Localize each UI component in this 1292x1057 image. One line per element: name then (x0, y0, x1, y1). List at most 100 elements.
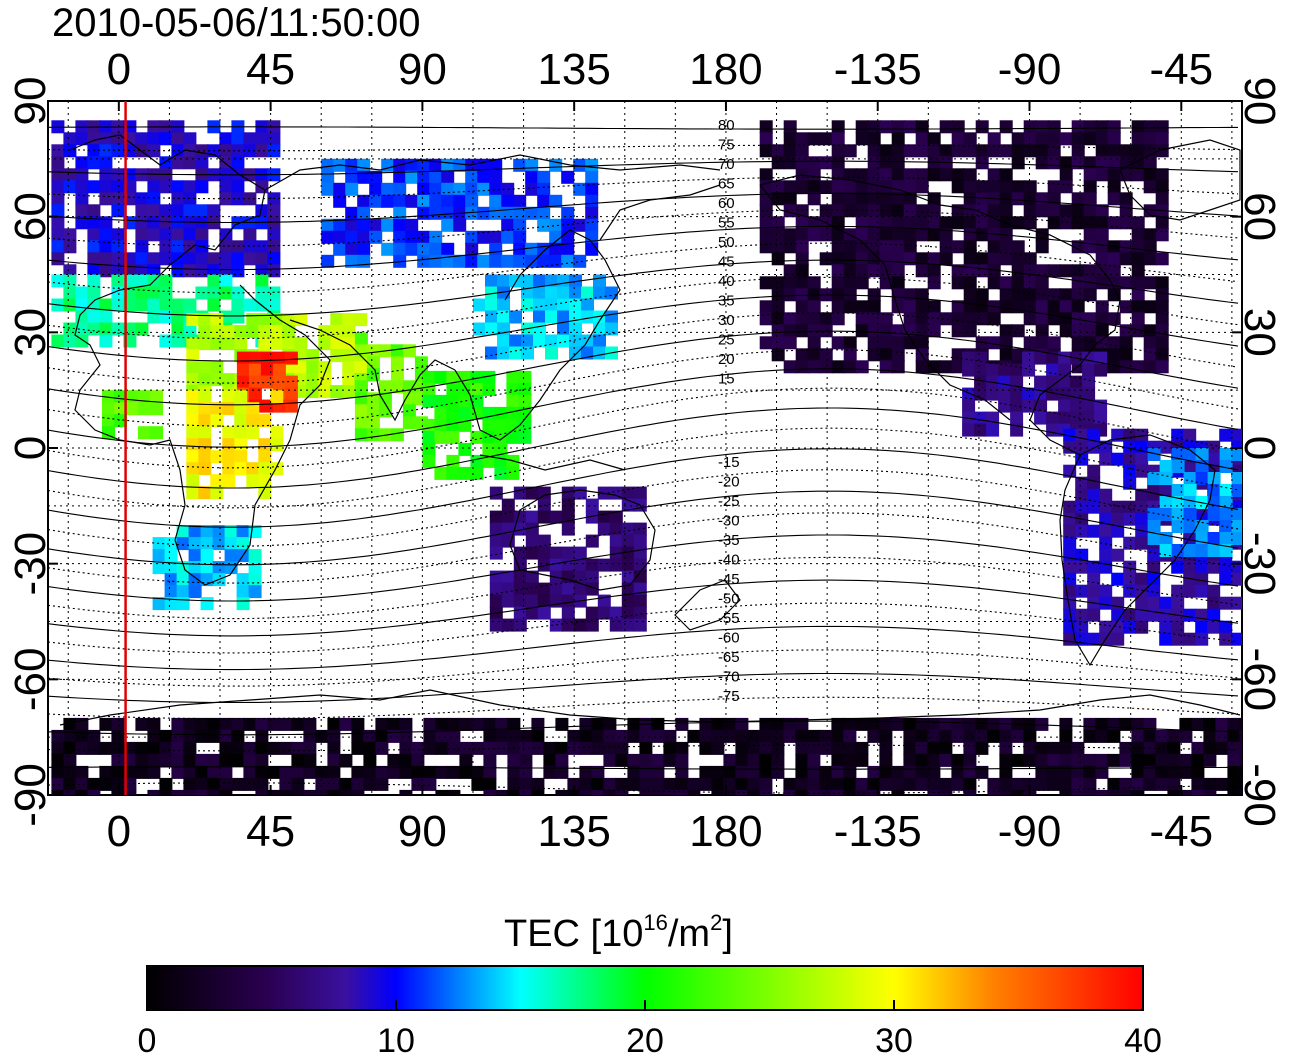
tec-cell (1082, 387, 1096, 401)
tec-cell (567, 741, 581, 755)
tec-cell (1034, 375, 1048, 389)
tec-cell (975, 264, 989, 278)
tec-cell (315, 777, 329, 791)
axis-tick-marks (48, 100, 1242, 796)
tec-cell (1195, 560, 1209, 574)
tec-cell (939, 777, 953, 791)
tec-cell (771, 729, 785, 743)
tec-cell (999, 777, 1013, 791)
tec-cell (579, 789, 593, 795)
tec-cell (1075, 488, 1089, 502)
tec-cell (759, 789, 773, 795)
tec-cell (699, 777, 713, 791)
tec-cell (482, 382, 496, 396)
tec-cell (975, 729, 989, 743)
magnetic-latitude-contour (48, 387, 1239, 469)
tec-cell (1059, 777, 1073, 791)
tec-cell (819, 360, 833, 374)
tec-cell (771, 300, 785, 314)
latitude-tick-label: 90 (6, 77, 55, 126)
tec-cell (483, 777, 497, 791)
tec-cell (759, 276, 773, 290)
tec-cell (1207, 596, 1221, 610)
tec-cell (306, 361, 320, 375)
tec-cell (321, 158, 335, 172)
tec-cell (195, 777, 209, 791)
magnetic-latitude-contour (48, 448, 1239, 528)
tec-cell (453, 218, 467, 232)
tec-cell (999, 144, 1013, 158)
tec-cell (513, 254, 527, 268)
tec-cell (207, 204, 221, 218)
tec-cell (248, 561, 262, 575)
tec-cell (501, 582, 515, 596)
tec-cell (513, 158, 527, 172)
tec-cell (633, 594, 647, 608)
longitude-tick-label: 180 (689, 45, 762, 94)
tec-cell (1071, 132, 1085, 146)
tec-cell (879, 717, 893, 731)
magnetic-latitude-label: 30 (718, 312, 735, 329)
tec-cell (267, 298, 281, 312)
tec-cell (459, 717, 473, 731)
tec-cell (210, 361, 224, 375)
tec-cell (819, 252, 833, 266)
tec-cell (831, 156, 845, 170)
tec-cell (1059, 180, 1073, 194)
tec-cell (327, 753, 341, 767)
magnetic-latitude-contour (48, 744, 1239, 752)
tec-cell (1183, 472, 1197, 485)
colorbar-ticks: 0 10 20 30 40 (138, 1000, 1162, 1057)
tec-cell (879, 753, 893, 767)
tec-cell (939, 789, 953, 795)
tec-cell (210, 414, 224, 428)
tec-cell (126, 402, 139, 416)
tec-cell (183, 717, 197, 731)
tec-cell (186, 462, 200, 476)
tec-cell (482, 406, 496, 420)
tec-cell (915, 741, 929, 755)
tec-cell (807, 729, 821, 743)
tec-cell (561, 170, 575, 184)
tec-cell (87, 274, 101, 288)
longitude-tick-label: 90 (398, 807, 447, 856)
tec-cell (1010, 363, 1024, 377)
tec-cell (867, 312, 881, 326)
tec-cell (1219, 496, 1233, 509)
tec-cell (579, 765, 593, 779)
tec-cell (282, 325, 296, 339)
tec-cell (1071, 741, 1085, 755)
tec-cell (485, 346, 498, 360)
tec-cell (176, 597, 190, 611)
tec-cell (171, 753, 185, 767)
tec-cell (543, 765, 557, 779)
tec-cell (1022, 387, 1036, 401)
tec-cell (1071, 144, 1085, 158)
tec-cell (545, 286, 558, 300)
tec-cell (605, 286, 618, 300)
tec-cell (150, 390, 163, 404)
tec-cell (1159, 472, 1173, 485)
tec-cell (1099, 596, 1113, 610)
tec-cell (231, 144, 245, 158)
tec-cell (807, 777, 821, 791)
tec-cell (1111, 608, 1125, 622)
colorbar-tick-label: 0 (138, 1022, 157, 1057)
tec-cell (999, 765, 1013, 779)
tec-cell (111, 274, 125, 288)
longitude-tick-label: 90 (398, 45, 447, 94)
tec-cell (999, 288, 1013, 302)
tec-cell (1143, 300, 1157, 314)
tec-cell (200, 549, 214, 563)
tec-cell (1231, 508, 1242, 521)
tec-cell (198, 361, 212, 375)
tec-cell (1095, 276, 1109, 290)
tec-cell (843, 276, 857, 290)
tec-cell (891, 264, 905, 278)
tec-cell (807, 192, 821, 206)
tec-cell (1231, 560, 1242, 574)
tec-cell (831, 753, 845, 767)
tec-cell (1123, 428, 1137, 442)
tec-cell (1195, 632, 1209, 646)
tec-cell (879, 204, 893, 218)
